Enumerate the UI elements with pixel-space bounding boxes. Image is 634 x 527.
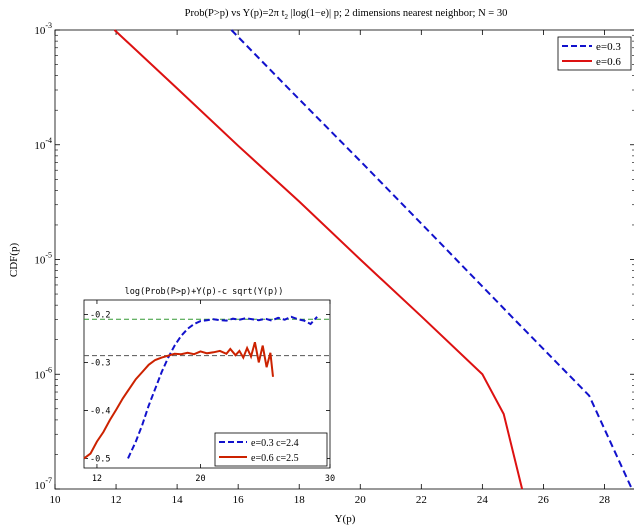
x-axis-label: Y(p)	[335, 513, 356, 525]
y-axis-label: CDF(p)	[8, 243, 20, 278]
inset-series	[83, 315, 330, 460]
main-y-tick-label: 10-4	[34, 136, 52, 152]
main-x-tick-label: 20	[355, 494, 367, 506]
main-x-tick-label: 28	[599, 494, 611, 506]
inset-x-tick-labels: 12 20 30	[92, 474, 335, 484]
main-x-tick-labels: 10 12 14 16 18 20 22 24 26 28	[50, 494, 611, 506]
inset-x-tick-label: 30	[325, 474, 335, 484]
inset-y-tick-label: -0.5	[90, 454, 110, 464]
main-x-tick-label: 24	[477, 494, 489, 506]
main-title: Prob(P>p) vs Y(p)=2π t2 |log(1−e)| p; 2 …	[185, 8, 508, 21]
main-y-tick-label: 10-3	[34, 21, 52, 37]
main-legend: e=0.3 e=0.6	[557, 36, 632, 71]
inset-y-tick-label: -0.4	[90, 406, 110, 416]
inset-y-tick-labels: -0.5 -0.4 -0.3 -0.2	[90, 310, 110, 464]
inset-x-tick-label: 12	[92, 474, 102, 484]
inset-series-line-0	[127, 315, 318, 459]
main-x-tick-label: 14	[172, 494, 184, 506]
main-x-tick-label: 12	[111, 494, 122, 506]
main-x-tick-label: 22	[416, 494, 427, 506]
inset-title: log(Prob(P>p)+Y(p)-c sqrt(Y(p))	[125, 287, 284, 297]
inset-x-tick-label: 20	[195, 474, 205, 484]
main-y-tick-label: 10-6	[34, 365, 52, 381]
main-series-line-0	[230, 29, 633, 490]
main-y-tick-label: 10-5	[34, 251, 52, 267]
main-series-line-1	[113, 29, 524, 490]
inset-y-tick-label: -0.2	[90, 310, 110, 320]
main-x-tick-label: 10	[50, 494, 62, 506]
legend-label-e06: e=0.6	[596, 56, 621, 68]
main-legend-box	[557, 36, 632, 71]
inset-legend: e=0.3 c=2.4 e=0.6 c=2.5	[214, 432, 328, 467]
main-y-tick-label: 10-7	[34, 476, 52, 492]
main-series	[113, 29, 633, 490]
inset-series-line-1	[83, 341, 274, 460]
main-x-tick-label: 26	[538, 494, 550, 506]
inset-legend-label-e06: e=0.6 c=2.5	[251, 453, 299, 464]
main-y-tick-labels: 10-7 10-6 10-5 10-4 10-3	[34, 21, 52, 492]
main-x-tick-label: 18	[294, 494, 306, 506]
inset-y-tick-label: -0.3	[90, 358, 110, 368]
legend-label-e03: e=0.3	[596, 41, 621, 53]
inset-legend-label-e03: e=0.3 c=2.4	[251, 438, 299, 449]
main-x-tick-label: 16	[233, 494, 245, 506]
inset-legend-box	[214, 432, 328, 467]
